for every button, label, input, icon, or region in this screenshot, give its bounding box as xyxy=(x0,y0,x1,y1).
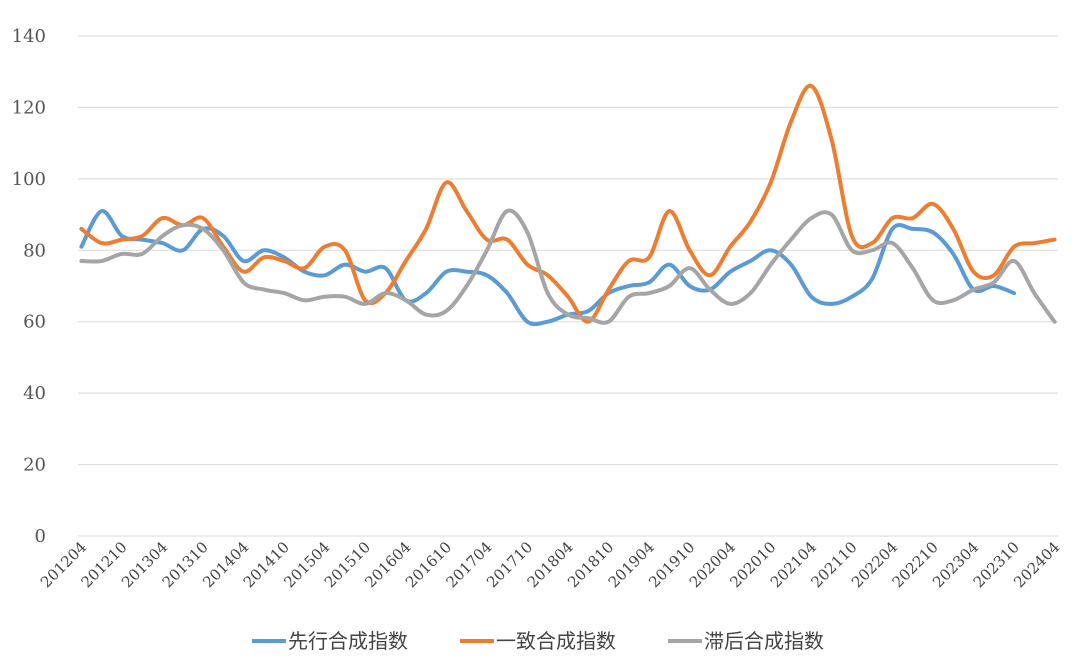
y-tick-label: 0 xyxy=(35,526,46,547)
y-tick-label: 140 xyxy=(12,26,46,47)
y-axis-ticks: 0 20 40 60 80 100 120 140 xyxy=(12,26,46,547)
x-axis-ticks: 2012042012102013042013102014042014102015… xyxy=(37,538,1063,591)
legend: 先行合成指数 一致合成指数 滞后合成指数 xyxy=(252,629,824,653)
legend-label: 先行合成指数 xyxy=(288,629,408,653)
grid-lines xyxy=(78,35,1058,537)
lagging-index-line xyxy=(79,208,1057,325)
series-lines xyxy=(79,83,1057,327)
coincident-index-line xyxy=(79,83,1057,324)
legend-label: 一致合成指数 xyxy=(496,629,616,653)
y-tick-label: 100 xyxy=(12,169,46,190)
x-tick-label: 202404 xyxy=(1010,538,1063,591)
y-tick-label: 120 xyxy=(12,97,46,118)
y-tick-label: 20 xyxy=(23,455,46,476)
legend-label: 滞后合成指数 xyxy=(704,629,824,653)
y-tick-label: 40 xyxy=(23,383,46,404)
leading-index-line xyxy=(79,209,1017,327)
y-tick-label: 80 xyxy=(23,240,46,261)
y-tick-label: 60 xyxy=(23,312,46,333)
